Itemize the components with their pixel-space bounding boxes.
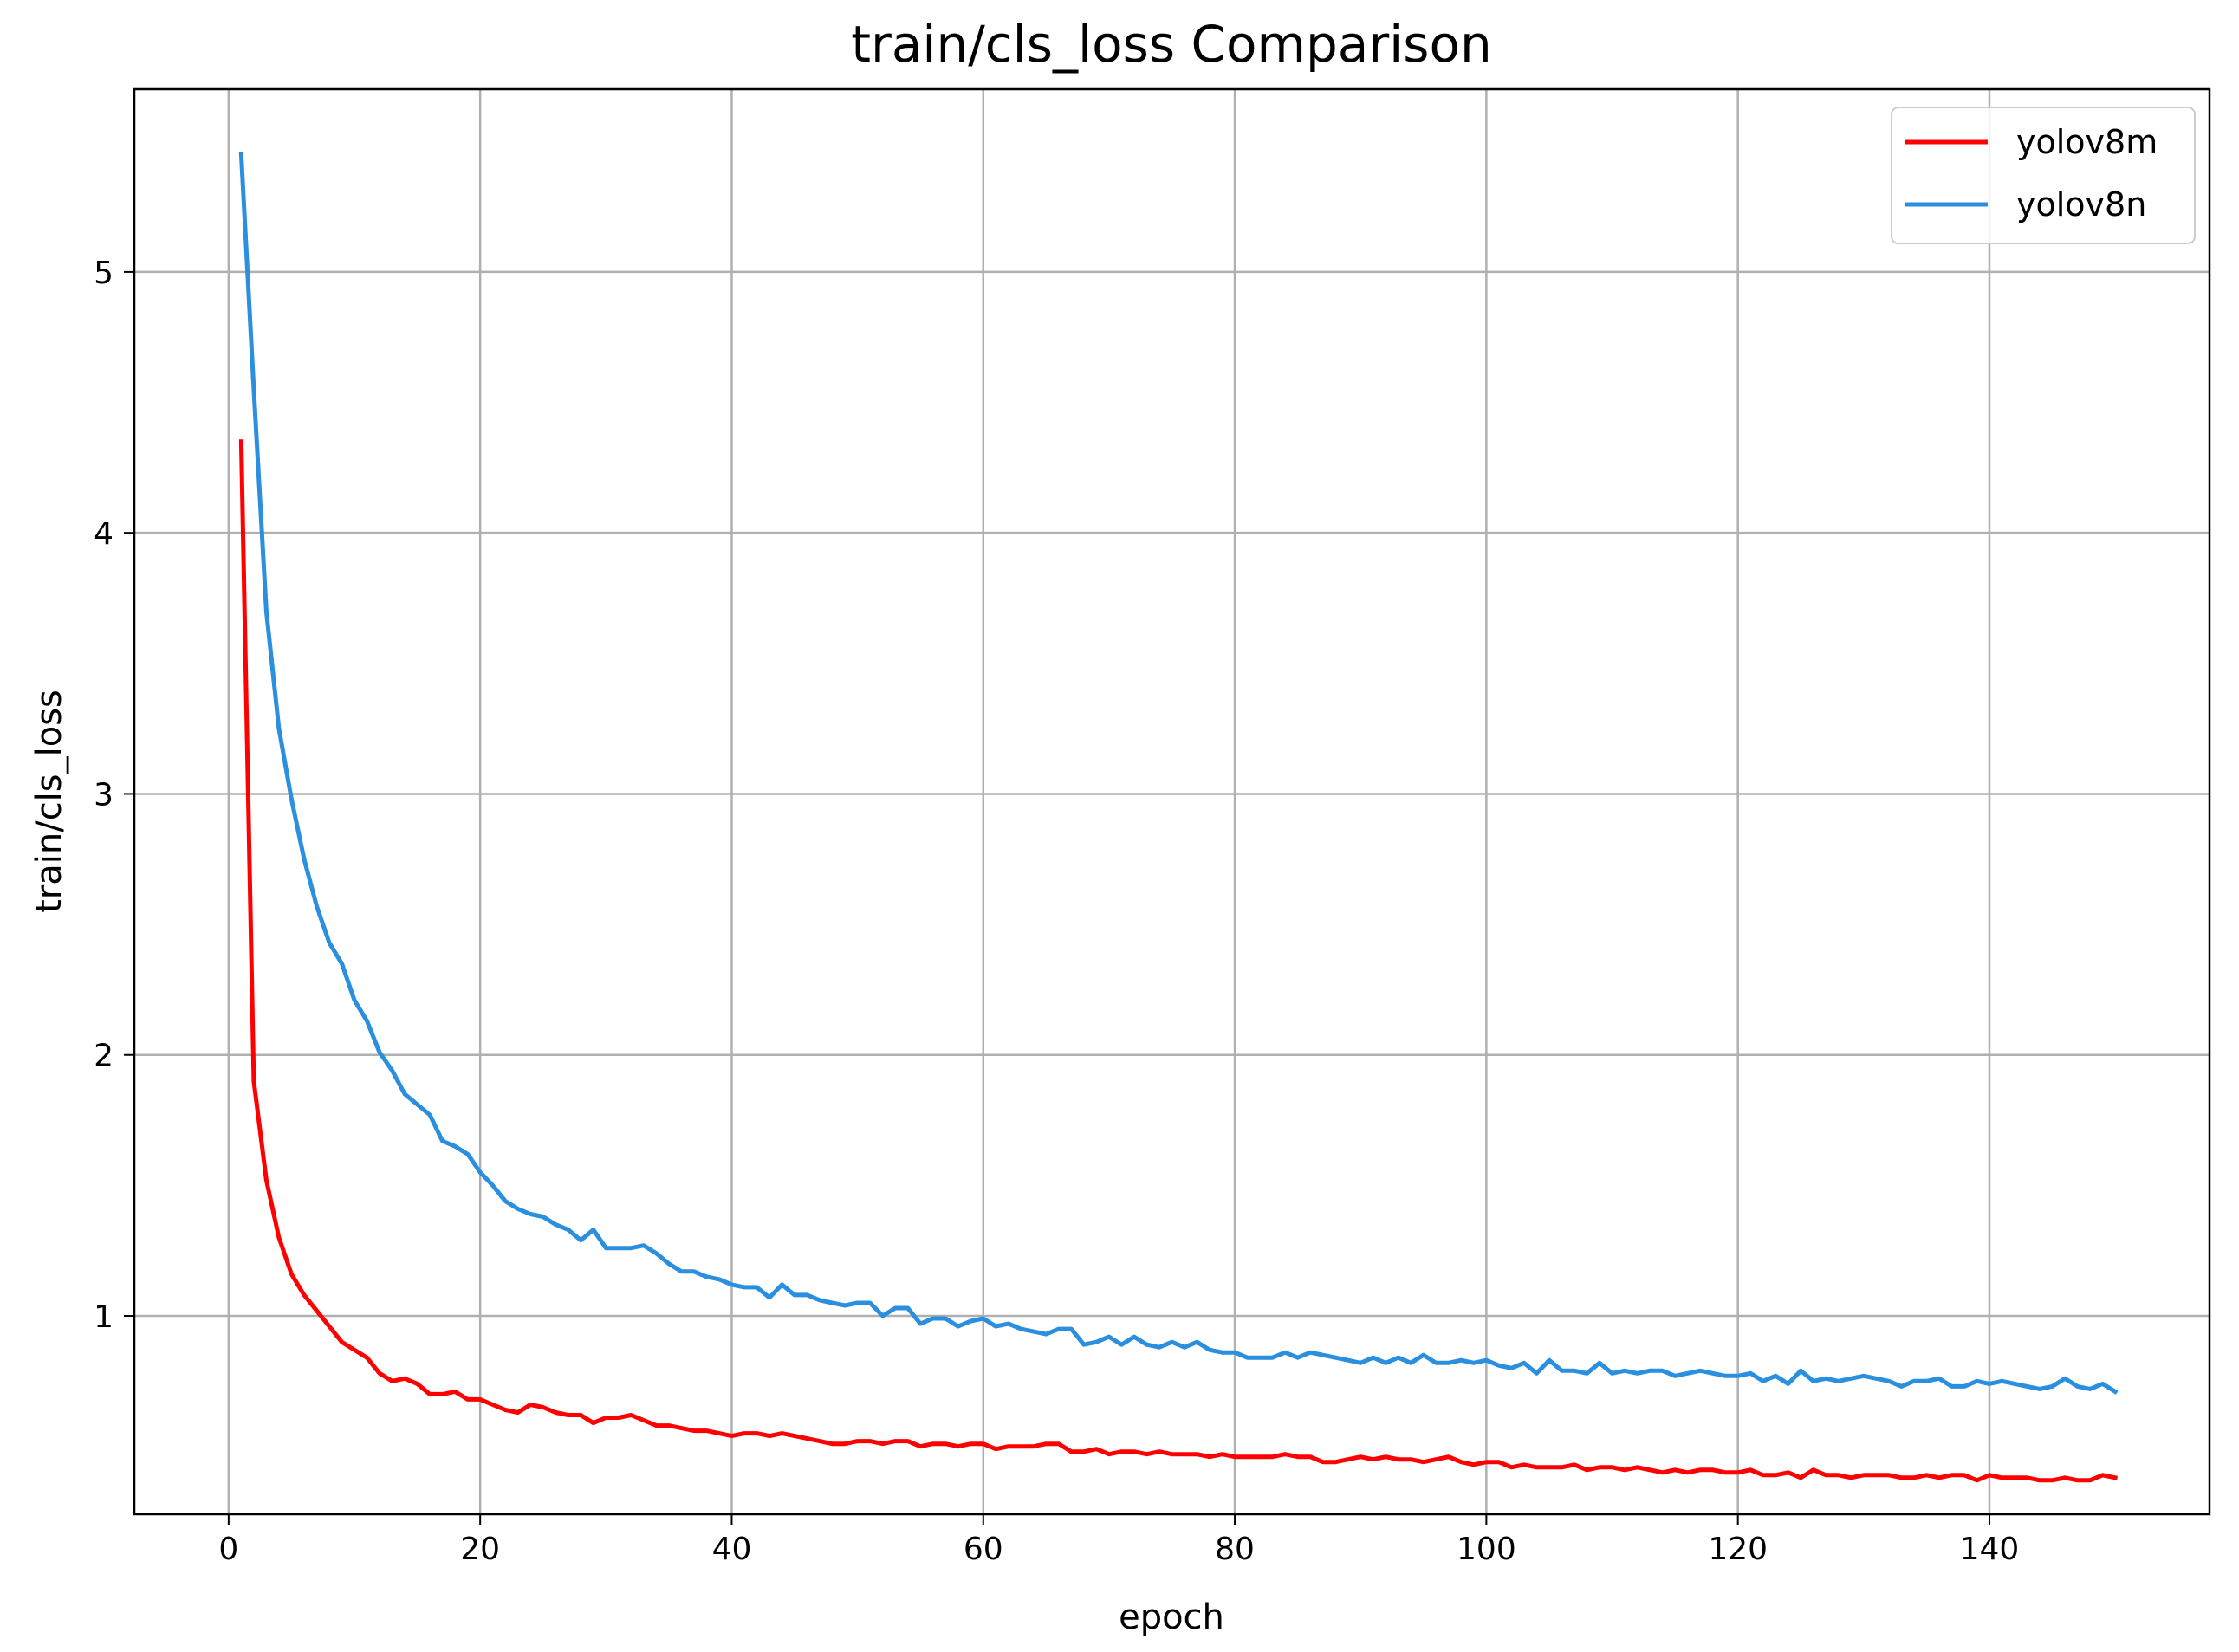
y-tick-label: 2 — [94, 1039, 114, 1074]
series-line-yolov8n — [238, 152, 2119, 1395]
legend-label-yolov8n: yolov8n — [2016, 185, 2146, 224]
plot-frame — [133, 87, 2211, 1516]
x-tick-label: 100 — [1457, 1532, 1516, 1567]
y-tick-label: 5 — [94, 256, 114, 291]
x-tick-label: 140 — [1960, 1532, 2020, 1567]
ticks: 0 20 40 60 80 100 120 140 1 2 3 4 5 — [94, 256, 2019, 1567]
legend-label-yolov8m: yolov8m — [2016, 123, 2158, 161]
grid — [134, 89, 2210, 1514]
legend: yolov8m yolov8n — [1891, 107, 2196, 244]
y-tick-label: 1 — [94, 1299, 114, 1335]
y-axis-label: train/cls_loss — [29, 690, 69, 913]
x-tick-label: 60 — [964, 1532, 1003, 1567]
chart-title: train/cls_loss Comparison — [851, 15, 1492, 74]
x-tick-label: 0 — [218, 1532, 238, 1567]
series-layer — [238, 152, 2119, 1483]
x-tick-label: 120 — [1708, 1532, 1768, 1567]
x-tick-label: 20 — [460, 1532, 500, 1567]
series-line-yolov8m — [238, 439, 2119, 1483]
x-tick-label: 80 — [1215, 1532, 1255, 1567]
y-tick-label: 4 — [94, 516, 114, 552]
y-tick-label: 3 — [94, 777, 114, 813]
x-tick-label: 40 — [712, 1532, 752, 1567]
x-axis-label: epoch — [1119, 1597, 1224, 1637]
